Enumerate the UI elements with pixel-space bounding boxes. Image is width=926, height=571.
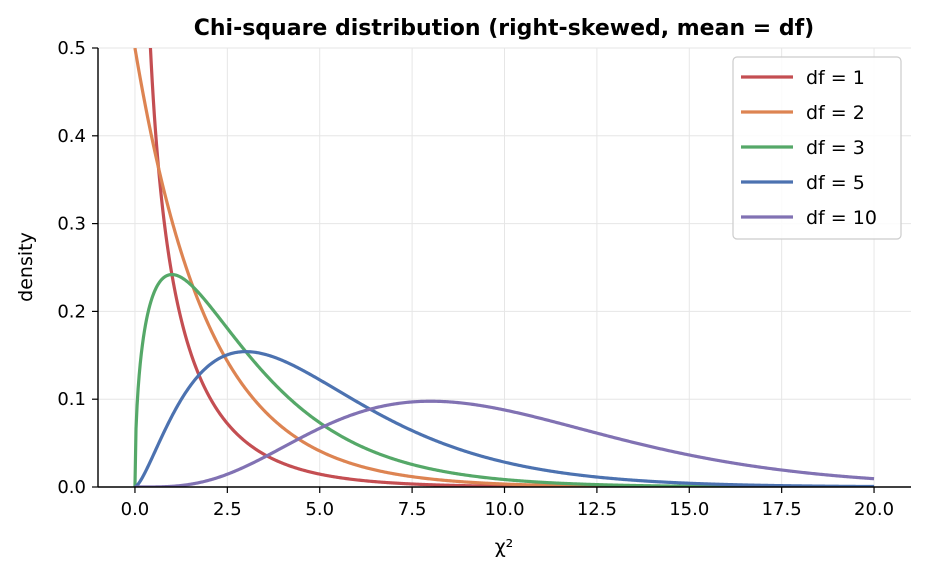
y-tick-label: 0.4 (57, 126, 86, 147)
y-tick-label: 0.0 (57, 477, 86, 498)
legend: df = 1 df = 2 df = 3 df = 5 df = 10 (732, 56, 902, 240)
x-tick-label: 10.0 (484, 499, 524, 520)
legend-label: df = 3 (806, 137, 865, 159)
legend-frame (732, 56, 902, 240)
x-tick-label: 2.5 (213, 499, 242, 520)
y-ticks: 0.0 0.1 0.2 0.3 0.4 0.5 (57, 38, 98, 498)
series-line-df-10 (134, 399, 875, 487)
legend-label: df = 5 (806, 172, 865, 194)
chart-title: Chi-square distribution (right-skewed, m… (194, 16, 815, 41)
series-line-df-5 (134, 350, 875, 487)
y-axis-label: density (15, 232, 37, 302)
legend-label: df = 10 (806, 207, 877, 229)
x-axis-label: χ² (495, 536, 514, 558)
x-tick-label: 5.0 (305, 499, 334, 520)
y-tick-label: 0.3 (57, 214, 86, 235)
x-ticks: 0.0 2.5 5.0 7.5 10.0 12.5 15.0 17.5 20.0 (121, 487, 894, 520)
y-tick-label: 0.2 (57, 301, 86, 322)
x-tick-label: 15.0 (669, 499, 709, 520)
x-tick-label: 0.0 (121, 499, 150, 520)
x-tick-label: 20.0 (854, 499, 894, 520)
y-tick-label: 0.1 (57, 389, 86, 410)
x-tick-label: 12.5 (577, 499, 617, 520)
x-tick-label: 7.5 (398, 499, 427, 520)
legend-label: df = 1 (806, 67, 865, 89)
legend-label: df = 2 (806, 102, 865, 124)
y-tick-label: 0.5 (57, 38, 86, 59)
x-tick-label: 17.5 (762, 499, 802, 520)
